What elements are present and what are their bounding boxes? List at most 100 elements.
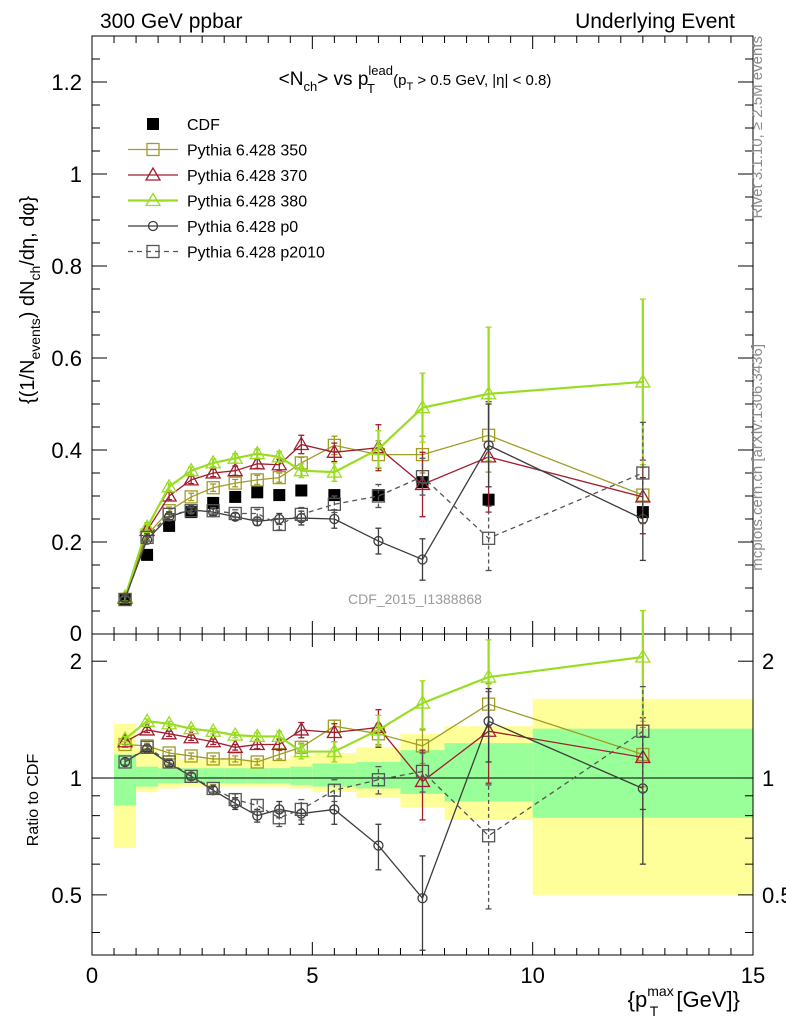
main-panel: 0.2 0.4 0.6 0.8 1 1.2 0	[51, 35, 754, 646]
data-point	[205, 733, 222, 748]
data-point	[272, 470, 286, 485]
legend-marker	[144, 192, 162, 207]
data-point	[414, 694, 431, 709]
data-point	[417, 554, 428, 565]
data-point	[184, 749, 198, 763]
data-point	[273, 489, 286, 502]
data-point	[480, 668, 497, 683]
legend-marker	[146, 142, 160, 157]
legend: CDF Pythia 6.428 350 Pythia 6.428 370 Pythi…	[128, 117, 325, 262]
data-point	[370, 721, 387, 736]
data-point	[119, 756, 131, 768]
legend-marker	[147, 220, 159, 232]
data-point	[250, 798, 264, 813]
data-point	[293, 743, 310, 758]
data-point	[373, 535, 384, 547]
data-point	[250, 473, 264, 487]
data-point	[185, 771, 197, 782]
data-point	[481, 531, 496, 545]
ratio-y-tick-label: 2	[70, 649, 82, 674]
data-point	[372, 489, 385, 502]
data-point	[160, 715, 178, 730]
data-point	[295, 484, 308, 497]
data-point	[414, 773, 431, 788]
series-line	[124, 380, 643, 598]
data-point	[329, 513, 340, 525]
data-point	[327, 497, 342, 511]
mcplots-label: mcplots.cern.ch [arXiv:1306.3436]	[749, 344, 766, 571]
data-point	[326, 724, 343, 739]
y-axis-title: {(1/Nevents) dNch/dη, dφ}	[17, 196, 43, 404]
legend-marker	[147, 118, 159, 130]
ratio-y-tick-label-right: 2	[762, 649, 774, 674]
data-point	[293, 462, 310, 477]
uncertainty-band-inner	[290, 766, 313, 785]
series-line	[124, 730, 644, 837]
data-point	[249, 728, 266, 743]
data-point	[118, 755, 132, 769]
legend-label: Pythia 6.428 p2010	[187, 245, 325, 262]
data-point	[227, 462, 244, 477]
data-point	[415, 764, 430, 779]
data-point	[183, 471, 200, 486]
data-point	[228, 506, 242, 521]
data-point	[206, 481, 220, 495]
data-point	[228, 476, 242, 490]
ratio-y-tick-label-right: 0.5	[762, 883, 786, 908]
main-title: <Nch> vs plead T (pT > 0.5 GeV, |η| < 0.8…	[279, 63, 552, 96]
data-point	[249, 445, 266, 460]
uncertainty-band-inner	[202, 768, 225, 784]
data-point	[294, 507, 308, 522]
data-point	[141, 534, 153, 545]
data-point	[184, 504, 198, 518]
uncertainty-band-inner	[312, 763, 357, 787]
data-point	[329, 804, 340, 815]
header-right: Underlying Event	[575, 10, 735, 33]
header-left: 300 GeV ppbar	[100, 10, 242, 33]
y-tick-label: 0.8	[51, 254, 82, 279]
data-point	[483, 716, 494, 727]
data-point	[206, 752, 220, 766]
data-point	[183, 729, 200, 744]
ratio-y-tick-label: 0.5	[51, 883, 82, 908]
x-tick-label: 0	[86, 963, 98, 988]
data-point	[227, 726, 244, 741]
ratio-axis-title: Ratio to CDF	[25, 754, 42, 847]
data-point	[326, 444, 343, 458]
data-point	[481, 829, 496, 843]
data-point	[228, 792, 242, 807]
series-line	[124, 444, 644, 599]
y-tick-label: 1	[70, 162, 82, 187]
data-point	[271, 736, 288, 751]
data-point	[326, 743, 343, 758]
data-point	[206, 781, 220, 796]
data-point	[205, 722, 222, 737]
data-point	[636, 724, 650, 738]
data-point	[326, 463, 343, 478]
data-point	[293, 721, 310, 736]
y-tick-label: 0.6	[51, 346, 82, 371]
data-point	[272, 517, 286, 532]
data-point	[415, 470, 430, 484]
data-point	[371, 489, 386, 503]
data-point	[417, 893, 428, 904]
data-point	[636, 466, 650, 480]
data-point	[327, 783, 342, 797]
x-tick-label: 15	[741, 963, 765, 988]
data-point	[271, 448, 288, 463]
legend-marker	[146, 244, 160, 259]
legend-marker	[144, 166, 162, 181]
data-point	[251, 486, 264, 499]
data-point	[483, 440, 494, 451]
legend-label: Pythia 6.428 370	[187, 168, 307, 185]
data-point	[230, 511, 241, 522]
data-point	[138, 713, 156, 727]
series-line	[124, 443, 643, 599]
data-point	[250, 506, 264, 521]
data-point	[205, 454, 222, 469]
data-point	[634, 648, 651, 663]
rivet-version-label: Rivet 3.1.10, ≥ 2.5M events	[749, 36, 766, 219]
data-point	[116, 730, 134, 745]
x-tick-label: 10	[520, 963, 544, 988]
